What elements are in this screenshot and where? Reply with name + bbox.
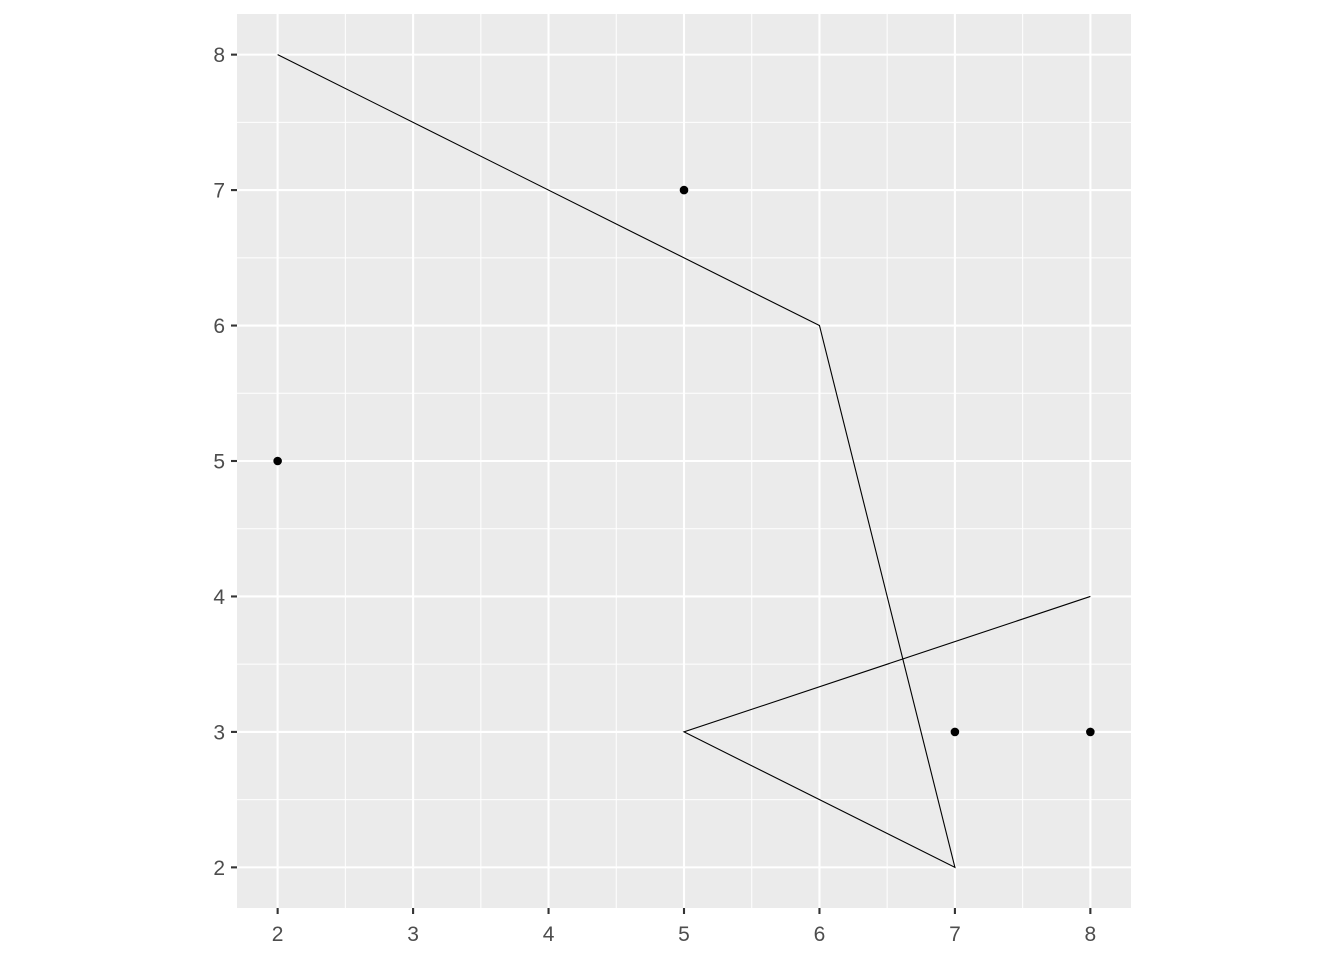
x-tick-label: 3	[407, 923, 419, 946]
x-axis: 2 3 4 5 6 7 8	[272, 908, 1096, 946]
series-layer	[273, 54, 1095, 869]
x-tick-label: 2	[272, 923, 284, 946]
data-point	[950, 727, 960, 737]
y-tick-label: 8	[213, 44, 225, 67]
x-tick-label: 7	[949, 923, 961, 946]
x-tick-label: 5	[678, 923, 690, 946]
y-tick-label: 5	[213, 451, 225, 474]
y-axis: 2 3 4 5 6 7 8	[213, 44, 237, 880]
major-gridlines-y	[237, 53, 1131, 869]
x-tick-label: 6	[814, 923, 826, 946]
data-point	[273, 456, 282, 466]
y-tick-label: 4	[213, 586, 225, 609]
data-point	[679, 185, 689, 195]
x-tick-label: 8	[1085, 923, 1097, 946]
y-tick-label: 6	[213, 315, 225, 338]
y-tick-label: 2	[213, 857, 225, 880]
y-tick-label: 3	[213, 721, 225, 744]
x-tick-label: 4	[543, 923, 555, 946]
y-tick-label: 7	[213, 180, 225, 203]
data-point	[1086, 727, 1095, 737]
path-series	[277, 54, 1091, 869]
